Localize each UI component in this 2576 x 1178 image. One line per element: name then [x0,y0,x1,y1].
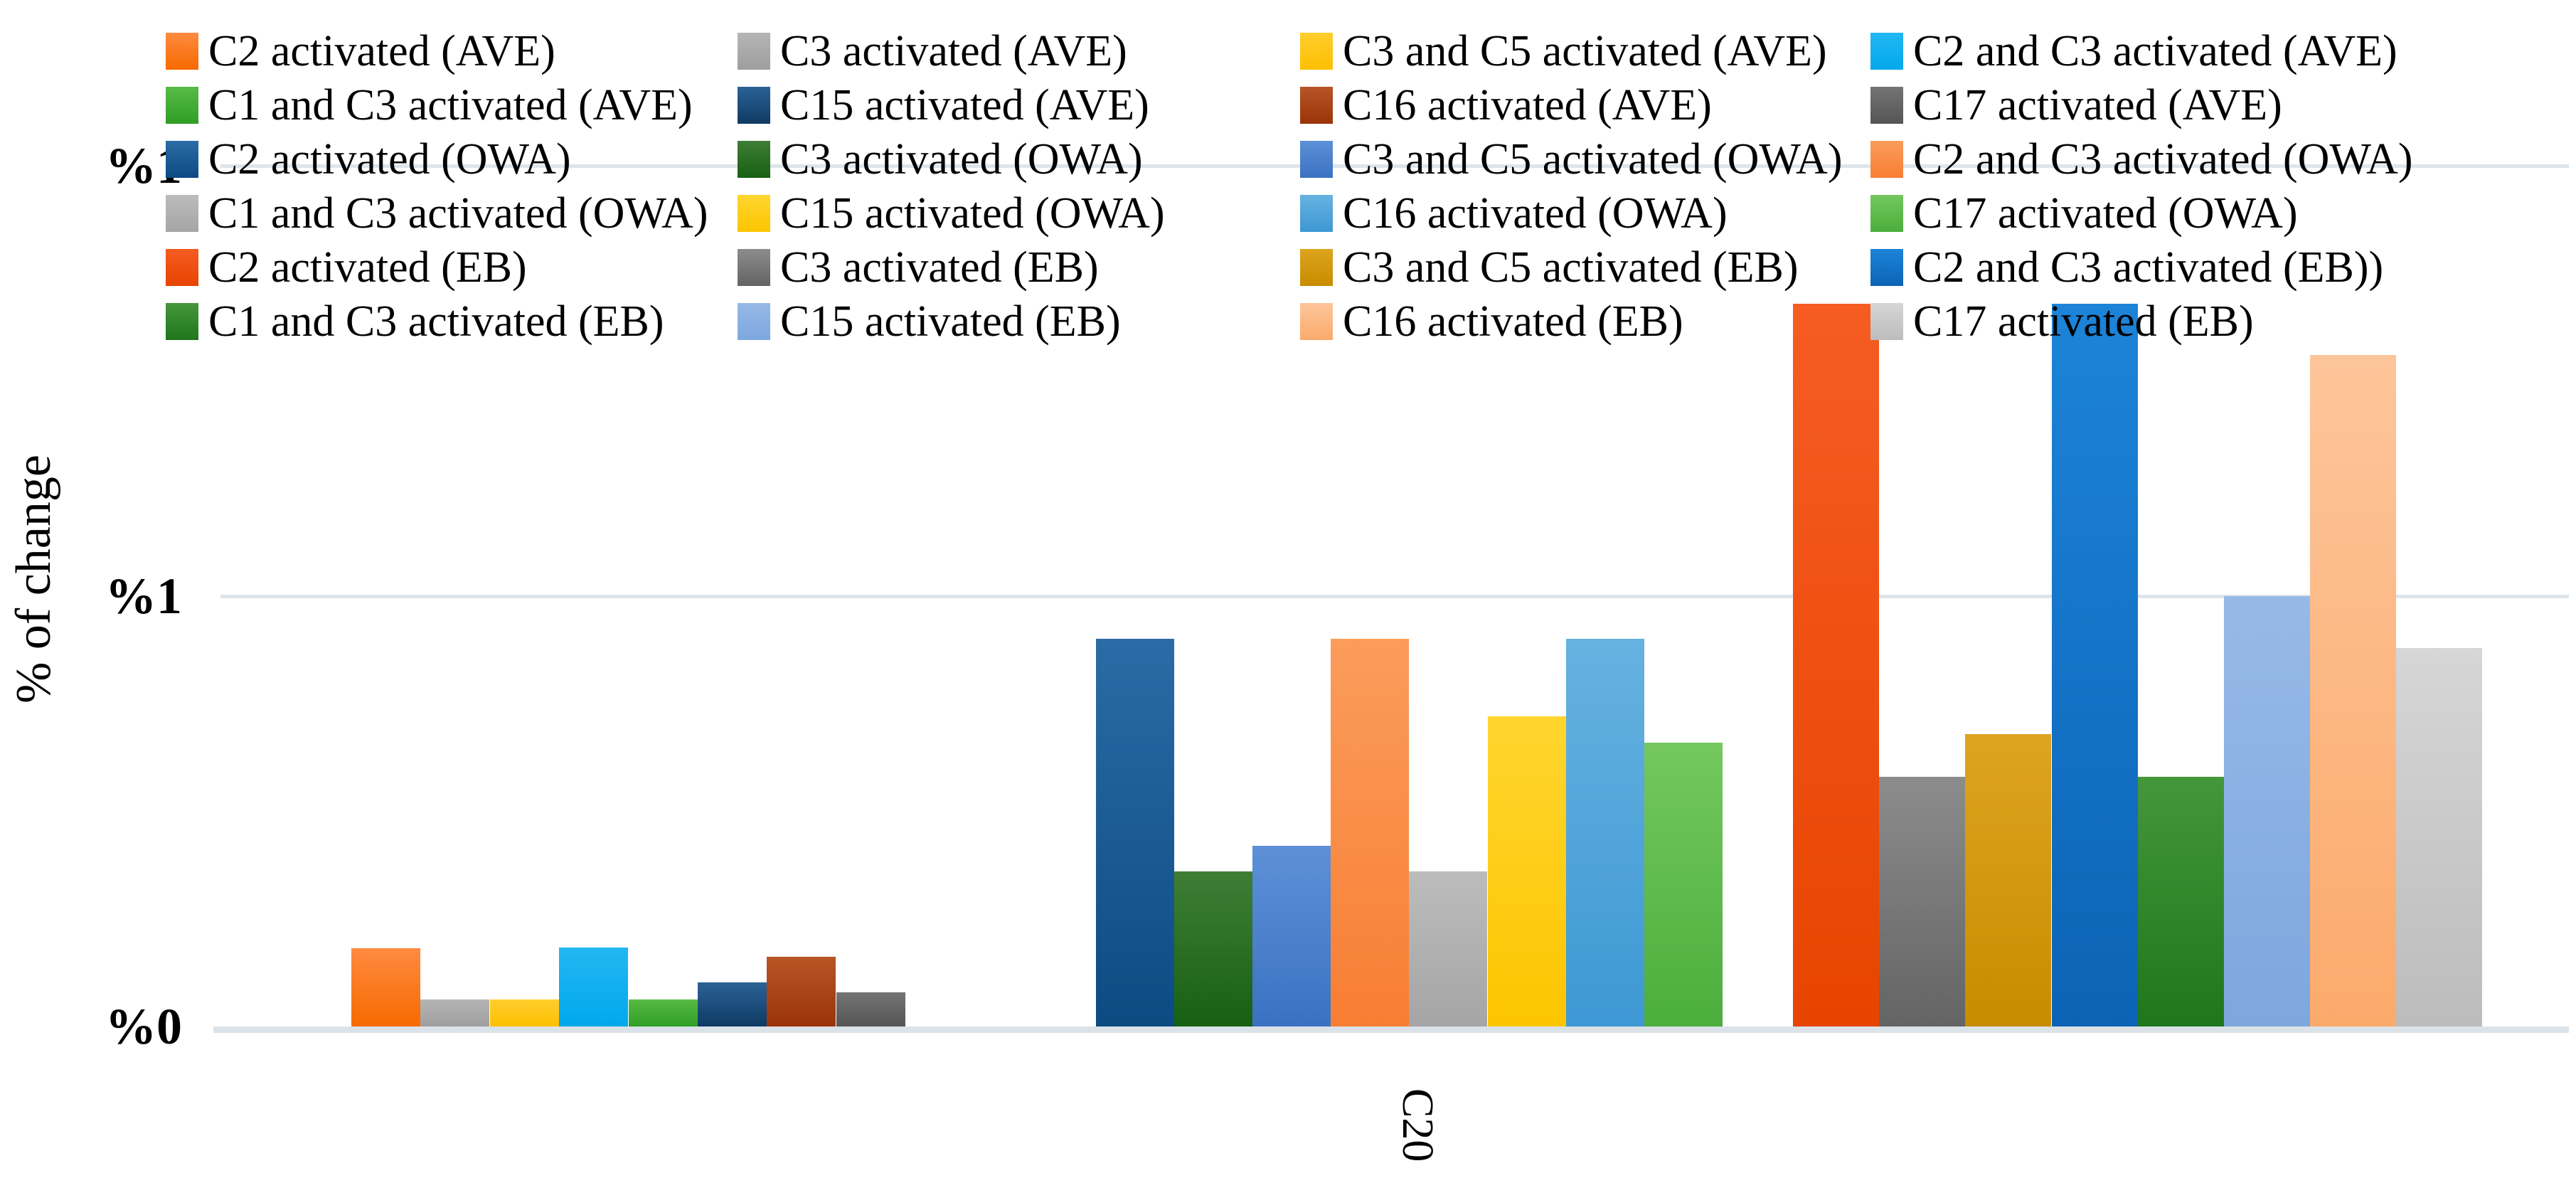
legend-label: C16 activated (OWA) [1343,189,1728,238]
legend-label: C2 activated (AVE) [208,27,555,75]
legend-label: C3 and C5 activated (OWA) [1343,135,1843,184]
bar-c3-and-c5-activated-owa[interactable] [1252,846,1331,1026]
legend-label: C3 activated (EB) [780,243,1099,292]
legend-swatch-icon [1300,87,1333,124]
bar-c16-activated-ave[interactable] [767,957,836,1026]
legend-swatch-icon [1870,195,1903,232]
legend-label: C2 activated (EB) [208,243,527,292]
x-axis-category-label: C20 [1393,1088,1442,1162]
legend-label: C17 activated (EB) [1913,297,2254,346]
legend-swatch-icon [1300,141,1333,178]
legend-label: C2 and C3 activated (EB)) [1913,243,2384,292]
y-tick-label: %1 [105,568,182,625]
legend-swatch-icon [166,141,198,178]
gridline [220,164,2569,168]
bar-c15-activated-ave[interactable] [698,982,767,1026]
legend-swatch-icon [166,87,198,124]
legend-swatch-icon [1300,33,1333,70]
legend-label: C17 activated (OWA) [1913,189,2298,238]
legend-swatch-icon [738,249,770,286]
legend-swatch-icon [738,141,770,178]
legend-swatch-icon [738,33,770,70]
legend-swatch-icon [1870,303,1903,340]
legend-label: C3 activated (OWA) [780,135,1143,184]
legend-label: C2 and C3 activated (OWA) [1913,135,2413,184]
legend-label: C16 activated (EB) [1343,297,1683,346]
y-tick-label: %0 [105,998,182,1055]
legend-swatch-icon [1300,249,1333,286]
legend-label: C3 and C5 activated (EB) [1343,243,1799,292]
bar-c2-and-c3-activated-owa[interactable] [1331,639,1409,1026]
bar-c3-and-c5-activated-eb[interactable] [1965,734,2051,1026]
legend-label: C1 and C3 activated (OWA) [208,189,708,238]
legend-swatch-icon [166,249,198,286]
x-axis-line [213,1026,2569,1033]
bar-c2-activated-ave[interactable] [351,948,420,1026]
legend-swatch-icon [1870,33,1903,70]
bar-c2-and-c3-activated-ave[interactable] [559,948,628,1026]
legend-swatch-icon [738,195,770,232]
legend-swatch-icon [1870,141,1903,178]
legend-label: C17 activated (AVE) [1913,81,2282,129]
legend-label: C1 and C3 activated (AVE) [208,81,693,129]
legend-swatch-icon [1300,195,1333,232]
legend-label: C2 and C3 activated (AVE) [1913,27,2397,75]
bar-c2-activated-eb[interactable] [1793,304,1879,1026]
legend-label: C16 activated (AVE) [1343,81,1712,129]
legend-swatch-icon [738,87,770,124]
bar-c17-activated-ave[interactable] [836,992,905,1026]
legend-label: C15 activated (EB) [780,297,1121,346]
y-tick-label: %1 [105,137,182,194]
legend-label: C15 activated (OWA) [780,189,1165,238]
legend-swatch-icon [166,33,198,70]
bar-c3-and-c5-activated-ave[interactable] [490,999,559,1026]
bar-c17-activated-owa[interactable] [1644,743,1723,1026]
legend-label: C3 and C5 activated (AVE) [1343,27,1827,75]
bar-c17-activated-eb[interactable] [2396,648,2482,1026]
gridline [220,595,2569,598]
legend-swatch-icon [166,303,198,340]
bar-c15-activated-owa[interactable] [1488,716,1566,1026]
legend-swatch-icon [1300,303,1333,340]
bar-c1-and-c3-activated-owa[interactable] [1409,871,1487,1026]
legend-label: C15 activated (AVE) [780,81,1149,129]
bar-c16-activated-owa[interactable] [1566,639,1644,1026]
bar-c15-activated-eb[interactable] [2224,596,2310,1026]
bar-c1-and-c3-activated-eb[interactable] [2138,777,2224,1026]
legend-swatch-icon [1870,249,1903,286]
bar-c1-and-c3-activated-ave[interactable] [629,999,698,1026]
legend-label: C1 and C3 activated (EB) [208,297,664,346]
bar-c16-activated-eb[interactable] [2310,355,2396,1026]
bar-c3-activated-owa[interactable] [1174,871,1252,1026]
bar-c2-and-c3-activated-eb[interactable] [2052,304,2138,1026]
legend-label: C3 activated (AVE) [780,27,1127,75]
legend-swatch-icon [1870,87,1903,124]
legend-label: C2 activated (OWA) [208,135,571,184]
legend-swatch-icon [738,303,770,340]
legend-swatch-icon [166,195,198,232]
bar-c3-activated-eb[interactable] [1879,777,1965,1026]
bar-c2-activated-owa[interactable] [1096,639,1174,1026]
bar-c3-activated-ave[interactable] [420,999,489,1026]
